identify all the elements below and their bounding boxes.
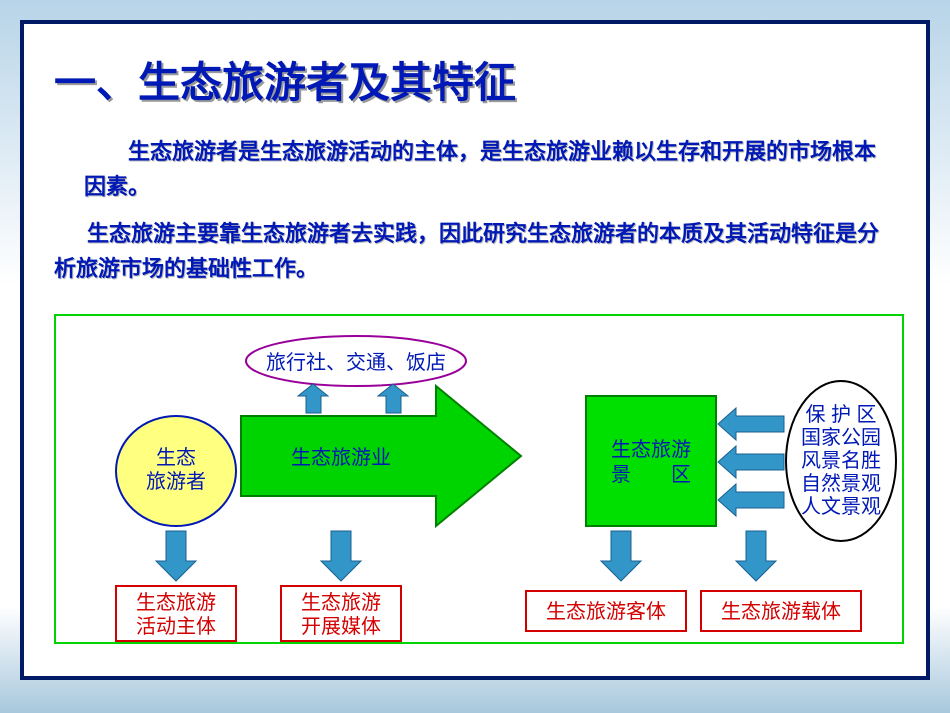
industry-arrow-shape: 生态旅游业	[241, 386, 521, 526]
redbox-b: 生态旅游 开展媒体	[281, 586, 401, 641]
paragraph-1: 生态旅游者是生态旅游活动的主体，是生态旅游业赖以生存和开展的市场根本因素。	[84, 134, 894, 204]
res-1: 国家公园	[801, 426, 881, 449]
redbox-a: 生态旅游 活动主体	[116, 586, 236, 641]
diagram-frame: 生态旅游业 生态旅游 景 区 旅行社、交通、饭店 生态 旅游者	[54, 314, 904, 644]
scenic-l1: 生态旅游	[611, 438, 691, 461]
redbox-d-l: 生态旅游载体	[721, 600, 841, 623]
arrow-group-up	[298, 384, 408, 413]
redbox-b-l1: 生态旅游	[301, 591, 381, 614]
redbox-c: 生态旅游客体	[526, 591, 686, 631]
media-ellipse: 旅行社、交通、饭店	[246, 336, 466, 386]
res-3: 自然景观	[801, 472, 881, 495]
ecotourist-l1: 生态	[156, 446, 196, 469]
scenic-l2: 景 区	[611, 464, 691, 486]
ecotourist-l2: 旅游者	[146, 470, 206, 493]
redbox-a-l1: 生态旅游	[136, 591, 216, 614]
industry-label: 生态旅游业	[291, 446, 391, 469]
redbox-b-l2: 开展媒体	[301, 615, 381, 638]
redbox-c-l: 生态旅游客体	[546, 600, 666, 623]
arrow-resources-left	[718, 408, 784, 516]
resources-ellipse: 保 护 区 国家公园 风景名胜 自然景观 人文景观	[786, 381, 896, 541]
res-2: 风景名胜	[801, 449, 881, 472]
arrow-ecotourist-down	[156, 531, 196, 581]
arrow-industry-down	[321, 531, 361, 581]
scenic-box: 生态旅游 景 区	[586, 396, 716, 526]
res-4: 人文景观	[801, 495, 881, 518]
slide-frame: 一、生态旅游者及其特征 生态旅游者是生态旅游活动的主体，是生态旅游业赖以生存和开…	[20, 20, 930, 680]
diagram-svg: 生态旅游业 生态旅游 景 区 旅行社、交通、饭店 生态 旅游者	[56, 316, 906, 646]
res-0: 保 护 区	[805, 403, 876, 426]
redbox-d: 生态旅游载体	[701, 591, 861, 631]
arrow-scenic-down	[601, 531, 776, 581]
media-label: 旅行社、交通、饭店	[266, 351, 446, 374]
paragraph-2: 生态旅游主要靠生态旅游者去实践，因此研究生态旅游者的本质及其活动特征是分析旅游市…	[54, 216, 894, 286]
ecotourist-circle: 生态 旅游者	[116, 416, 236, 526]
redbox-a-l2: 活动主体	[136, 615, 216, 638]
slide-title: 一、生态旅游者及其特征	[54, 49, 516, 110]
